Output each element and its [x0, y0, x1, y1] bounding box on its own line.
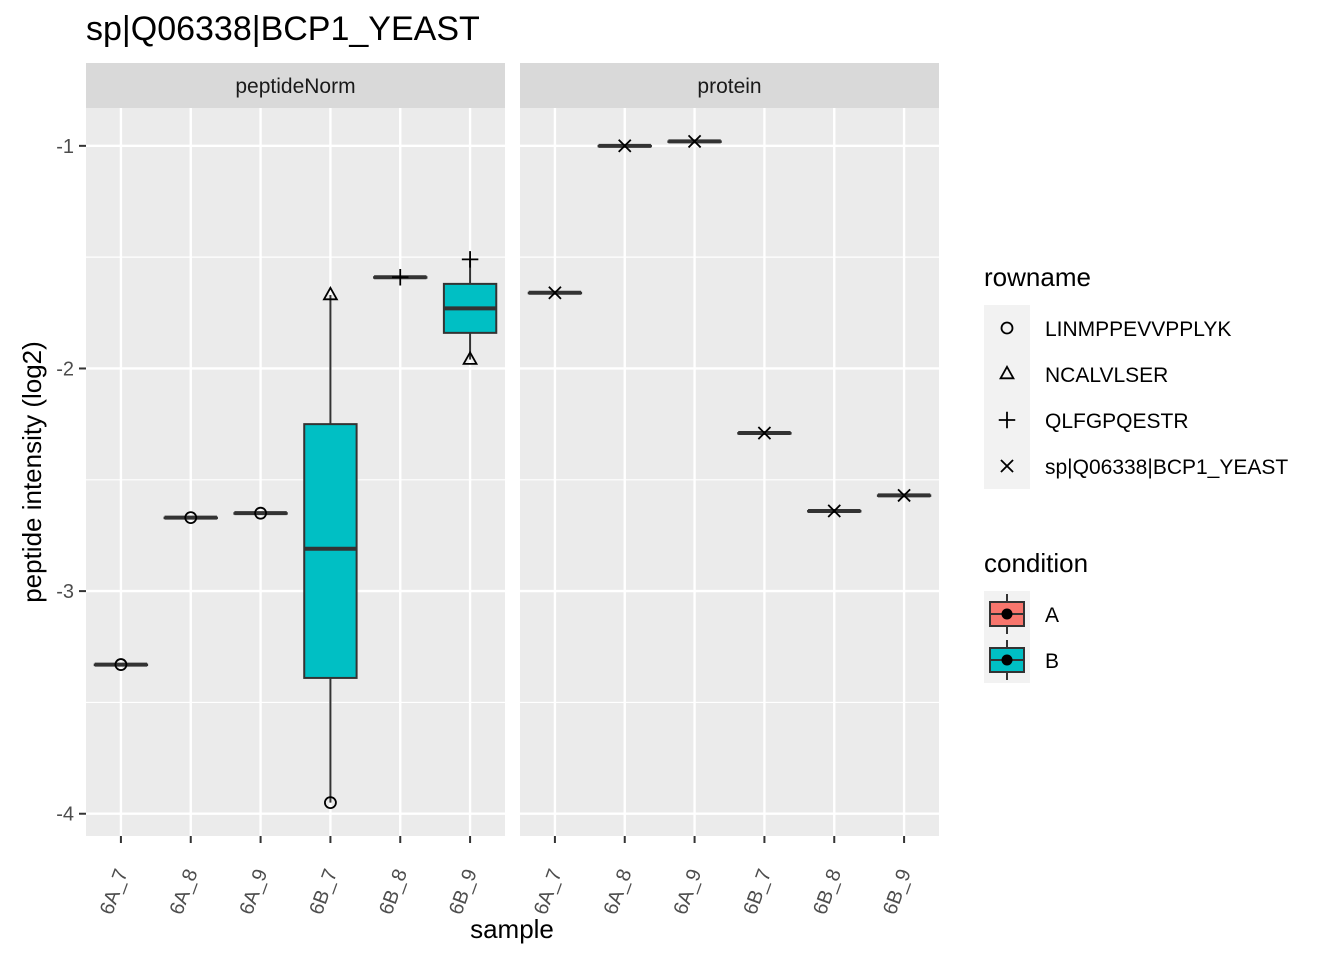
y-axis: -1 -2 -3 -4 [56, 136, 86, 826]
legend-label: B [1045, 650, 1059, 673]
legend-label: QLFGPQESTR [1045, 410, 1189, 433]
data-point [757, 426, 772, 440]
x-tick-label: 6B_8 [375, 866, 412, 917]
facet-panel-peptideNorm: peptideNorm 6A_7 6A_8 6A_9 6B_7 6B_8 6B_9 [86, 63, 505, 918]
legend-condition: condition AB [984, 548, 1088, 683]
legend-symbol [999, 365, 1015, 380]
y-axis-title: peptide intensity (log2) [17, 341, 47, 603]
box-peptideNorm-6A_7 [93, 662, 149, 667]
data-point [618, 139, 632, 153]
legend-key [984, 351, 1030, 397]
data-point [827, 504, 841, 518]
data-point [114, 658, 128, 671]
x-tick-label: 6B_9 [879, 866, 916, 917]
box-body [303, 423, 358, 679]
box-peptideNorm-6B_9 [442, 259, 498, 360]
data-point [461, 251, 479, 268]
box-peptideNorm-6B_7 [303, 295, 358, 803]
x-tick-label: 6A_8 [600, 866, 637, 917]
panel-background [86, 108, 505, 836]
facet-strip [86, 63, 505, 108]
legend-label: LINMPPEVVPPLYK [1045, 318, 1231, 341]
y-tick-label: -3 [56, 581, 74, 603]
legend-rowname: rowname LINMPPEVVPPLYK NCALVLSER QLFGPQESTR… [984, 262, 1288, 489]
data-point [687, 134, 702, 149]
x-axis-title: sample [470, 914, 554, 944]
legend-symbol [1000, 321, 1014, 335]
facet-strip-label: protein [697, 75, 761, 98]
x-tick-label: 6A_8 [166, 866, 203, 917]
data-point [324, 796, 337, 810]
legend-key [984, 305, 1030, 351]
x-tick-label: 6A_9 [670, 866, 707, 917]
chart-title: sp|Q06338|BCP1_YEAST [86, 10, 480, 48]
x-tick-label: 6A_9 [236, 866, 273, 917]
data-point [462, 350, 479, 365]
data-point [548, 286, 562, 300]
facet-panel-protein: protein 6A_7 6A_8 6A_9 6B_7 6B_8 6B_9 [520, 63, 939, 918]
data-point [897, 488, 911, 503]
data-point [392, 268, 409, 286]
legend-title: rowname [984, 262, 1091, 292]
legend-symbol [998, 411, 1016, 429]
facet-strip-label: peptideNorm [235, 75, 355, 98]
facet-strip [520, 63, 939, 108]
legend-key-dot [1001, 608, 1013, 620]
x-tick-label: 6A_7 [96, 866, 133, 917]
legend-label: A [1045, 604, 1059, 627]
legend-label: sp|Q06338|BCP1_YEAST [1045, 456, 1288, 479]
box-peptideNorm-6A_8 [163, 515, 218, 520]
x-tick-label: 6B_9 [445, 866, 482, 917]
data-point [254, 506, 267, 520]
x-tick-label: 6B_7 [739, 866, 776, 917]
x-tick-label: 6A_7 [530, 866, 567, 917]
data-point [322, 286, 339, 301]
legend-key-dot [1001, 654, 1013, 666]
x-tick-label: 6B_7 [305, 866, 342, 917]
y-tick-label: -2 [56, 358, 74, 380]
data-point [184, 511, 198, 525]
panel-background [520, 108, 939, 836]
legend-title: condition [984, 548, 1088, 578]
legend-symbol [1000, 459, 1014, 473]
x-tick-label: 6B_8 [809, 866, 846, 917]
box-peptideNorm-6A_9 [233, 511, 288, 516]
legend-label: NCALVLSER [1045, 364, 1168, 387]
y-tick-label: -4 [56, 804, 74, 826]
y-tick-label: -1 [56, 136, 74, 158]
